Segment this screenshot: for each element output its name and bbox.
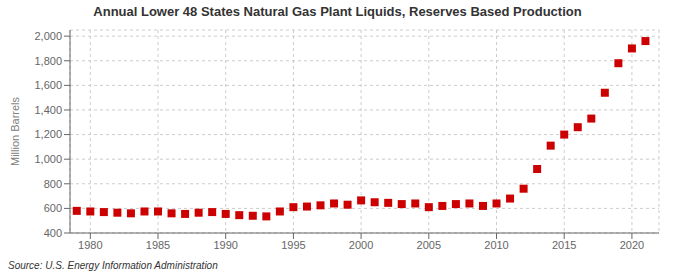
svg-text:2015: 2015 xyxy=(552,239,576,251)
html-text:Annual Lower 48 States Natural: Annual Lower 48 States Natural Gas Plant… xyxy=(93,4,582,19)
svg-text:1,800: 1,800 xyxy=(34,55,62,67)
svg-text:2000: 2000 xyxy=(349,239,373,251)
svg-text:Million Barrels: Million Barrels xyxy=(9,96,21,166)
svg-text:1,000: 1,000 xyxy=(34,153,62,165)
svg-text:800: 800 xyxy=(44,178,62,190)
svg-text:1985: 1985 xyxy=(146,239,170,251)
svg-text:2,000: 2,000 xyxy=(34,30,62,42)
svg-text:2020: 2020 xyxy=(620,239,644,251)
html-text:Source: U.S. Energy Informatio: Source: U.S. Energy Information Administ… xyxy=(8,260,218,271)
svg-text:1995: 1995 xyxy=(281,239,305,251)
svg-text:1,600: 1,600 xyxy=(34,79,62,91)
svg-text:2005: 2005 xyxy=(417,239,441,251)
svg-text:2010: 2010 xyxy=(484,239,508,251)
svg-text:600: 600 xyxy=(44,202,62,214)
svg-text:1,400: 1,400 xyxy=(34,104,62,116)
svg-text:1990: 1990 xyxy=(213,239,237,251)
svg-text:1,200: 1,200 xyxy=(34,128,62,140)
svg-text:1980: 1980 xyxy=(78,239,102,251)
svg-text:400: 400 xyxy=(44,227,62,239)
